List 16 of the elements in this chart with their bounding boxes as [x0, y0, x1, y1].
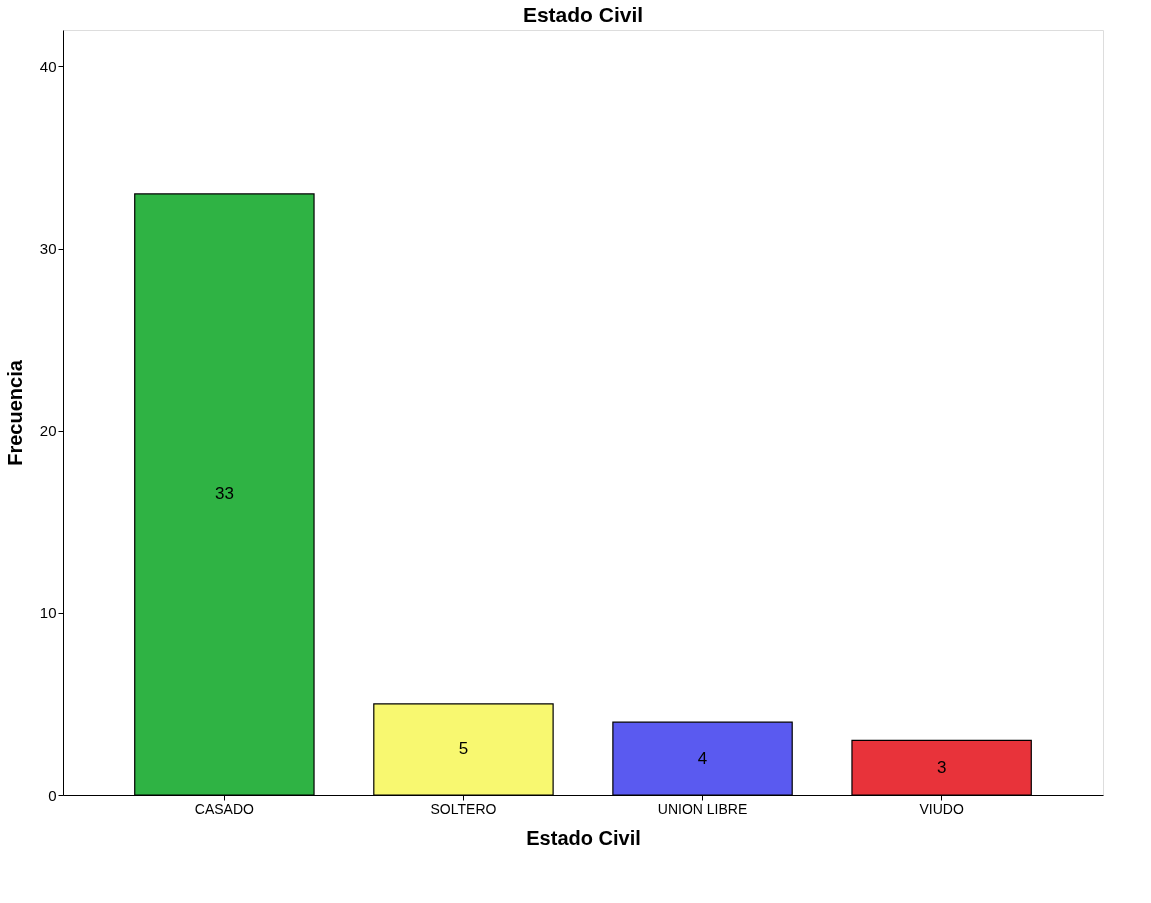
x-axis-title: Estado Civil: [526, 826, 641, 849]
data-label: 5: [458, 739, 469, 759]
y-tick-label: 30: [39, 240, 57, 258]
x-tick-label: VIUDO: [919, 800, 964, 817]
data-label: 4: [697, 748, 708, 768]
y-tick-label: 10: [39, 604, 57, 622]
y-tick-label: 20: [39, 422, 57, 440]
y-tick-label: 40: [39, 57, 57, 75]
data-label: 33: [214, 484, 234, 504]
y-tick-label: 0: [48, 786, 57, 804]
x-tick-label: UNION LIBRE: [657, 800, 748, 817]
chart-title: Estado Civil: [522, 3, 644, 26]
y-axis-title: Frecuencia: [3, 359, 26, 466]
x-tick-label: SOLTERO: [430, 800, 497, 817]
data-label: 3: [936, 757, 947, 777]
x-tick-label: CASADO: [194, 800, 255, 817]
